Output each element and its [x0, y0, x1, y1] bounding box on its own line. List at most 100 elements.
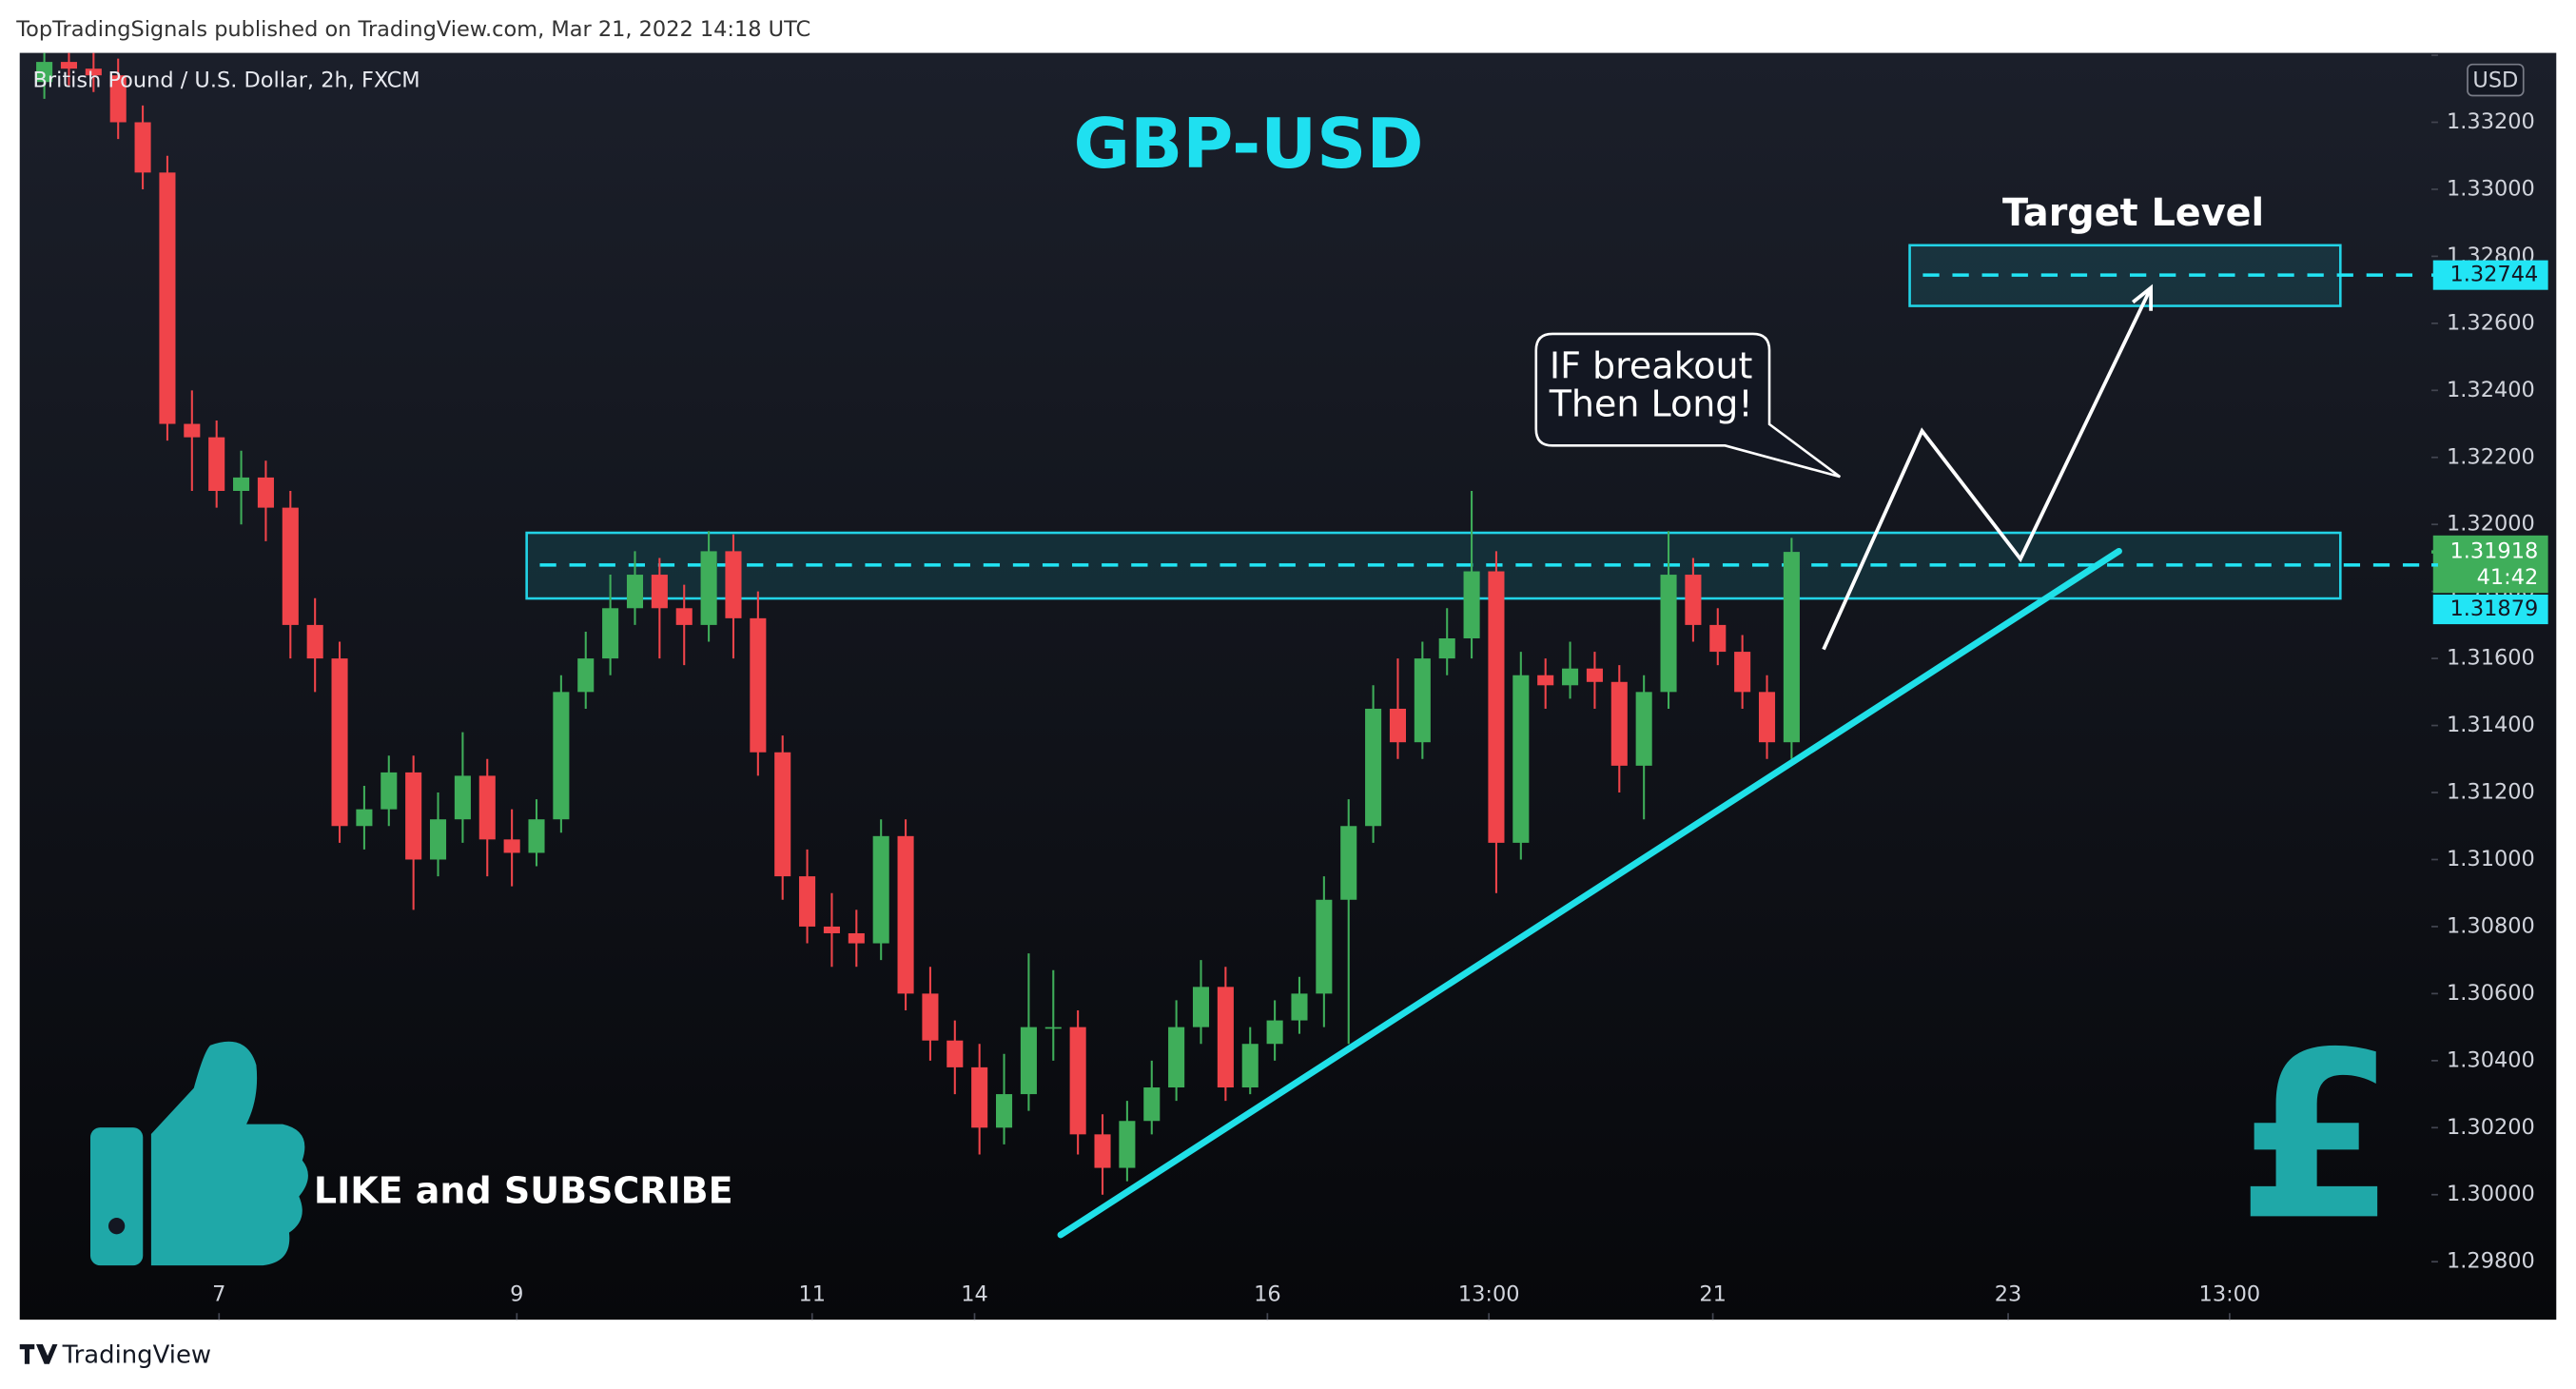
zone: [1908, 244, 2342, 307]
candle-body: [823, 926, 840, 933]
cuff-button: [107, 1218, 126, 1235]
footer-logo: [19, 1344, 58, 1364]
candle-body: [1586, 668, 1603, 682]
y-tick-label: 1.31600: [2447, 646, 2535, 671]
candle-body: [700, 551, 717, 625]
candle-body: [1217, 987, 1234, 1088]
currency: USD: [2472, 68, 2518, 92]
candle-body: [1758, 692, 1776, 743]
y-tick-label: 1.32000: [2447, 512, 2535, 537]
price-tag: [2432, 535, 2548, 594]
y-tick-label: 1.30600: [2447, 981, 2535, 1006]
candle-body: [1685, 575, 1702, 625]
zone-label: Target Level: [2002, 191, 2264, 235]
candle-body: [134, 122, 151, 173]
candle-body: [1241, 1044, 1259, 1088]
callout-line: IF breakout: [1550, 345, 1753, 387]
candle-body: [208, 437, 225, 491]
candle-body: [85, 68, 102, 76]
candle-body: [1537, 675, 1554, 686]
y-tick-label: 1.32200: [2447, 444, 2535, 469]
candle-body: [774, 752, 791, 877]
candle-body: [331, 658, 348, 827]
trendline: [1057, 547, 2122, 1239]
y-tick-label: 1.30200: [2447, 1115, 2535, 1140]
candle-body: [503, 839, 520, 853]
thumb-hand: [150, 1041, 308, 1266]
candle-body: [1168, 1027, 1185, 1088]
y-tick-label: 1.31400: [2447, 713, 2535, 737]
candle-body: [1365, 708, 1382, 827]
x-tick-label: 7: [212, 1282, 225, 1307]
thumb-cuff: [89, 1127, 144, 1266]
projection-arrowhead: [2131, 284, 2154, 311]
candle-body: [1266, 1020, 1283, 1045]
y-tick-label: 1.31200: [2447, 780, 2535, 805]
candle-body: [1119, 1121, 1136, 1168]
y-tick-label: 1.33000: [2447, 176, 2535, 201]
y-tick-label: 1.33200: [2447, 109, 2535, 134]
y-tick-label: 1.29800: [2447, 1249, 2535, 1274]
candle-body: [1783, 552, 1800, 743]
x-tick-label: 21: [1699, 1282, 1727, 1307]
symbol: British Pound / U.S. Dollar, 2h, FXCM: [33, 68, 420, 92]
candle-body: [381, 772, 398, 810]
candle-body: [454, 775, 471, 820]
x-tick-label: 23: [1995, 1282, 2022, 1307]
candle-body: [946, 1040, 964, 1067]
candle-body: [1316, 899, 1333, 994]
y-tick-label: 1.31000: [2447, 847, 2535, 871]
candle-body: [1389, 708, 1407, 743]
candle-body: [1020, 1027, 1037, 1095]
x-tick-label: 14: [961, 1282, 988, 1307]
candle-body: [872, 835, 889, 944]
candle-body: [1488, 571, 1505, 843]
candle-body: [429, 819, 447, 860]
candle-body: [1414, 658, 1431, 743]
candle-body: [725, 551, 742, 618]
callout-line: Then Long!: [1549, 382, 1753, 424]
candle-body: [897, 835, 914, 994]
callout-bubble: [1534, 332, 1842, 479]
candle-body: [1438, 637, 1455, 659]
candle-body: [971, 1066, 988, 1128]
candle-body: [1463, 571, 1480, 638]
candle-body: [1192, 987, 1210, 1027]
currency-box: [2467, 63, 2525, 97]
candle-body: [1562, 668, 1579, 686]
candle-body: [1094, 1134, 1111, 1168]
candle-body: [60, 62, 78, 69]
thumbs-up-icon: [89, 1041, 308, 1266]
footer: TradingView: [62, 1341, 211, 1370]
candle-body: [306, 624, 323, 659]
candle-body: [922, 993, 939, 1041]
candle-body: [799, 876, 816, 927]
y-tick-label: 1.32600: [2447, 310, 2535, 335]
candle-body: [996, 1094, 1013, 1128]
candle-body: [1512, 675, 1530, 843]
price-tag-label: 1.31918: [2449, 539, 2538, 564]
currency-symbol: £: [2236, 1004, 2396, 1271]
price-tag: [2432, 595, 2548, 625]
x-tick-label: 13:00: [1458, 1282, 1520, 1307]
y-tick-label: 1.32400: [2447, 378, 2535, 402]
candle-body: [848, 932, 865, 944]
y-tick-label: 1.30400: [2447, 1047, 2535, 1072]
candle-body: [1069, 1027, 1086, 1135]
candle-body: [109, 75, 127, 123]
candle-body: [356, 809, 373, 827]
candle-body: [184, 423, 201, 438]
candle-body: [282, 507, 299, 625]
candle-body: [1734, 652, 1751, 693]
x-tick-label: 9: [510, 1282, 523, 1307]
cta: LIKE and SUBSCRIBE: [314, 1170, 733, 1212]
candle-body: [405, 772, 422, 860]
candle-body: [626, 575, 644, 609]
candle-body: [651, 575, 668, 609]
candle-body: [36, 62, 53, 83]
plot-area: [36, 52, 2424, 1239]
header: TopTradingSignals published on TradingVi…: [15, 17, 810, 42]
candle-body: [1143, 1087, 1161, 1122]
x-tick-label: 11: [798, 1282, 826, 1307]
x-tick-label: 13:00: [2199, 1282, 2261, 1307]
